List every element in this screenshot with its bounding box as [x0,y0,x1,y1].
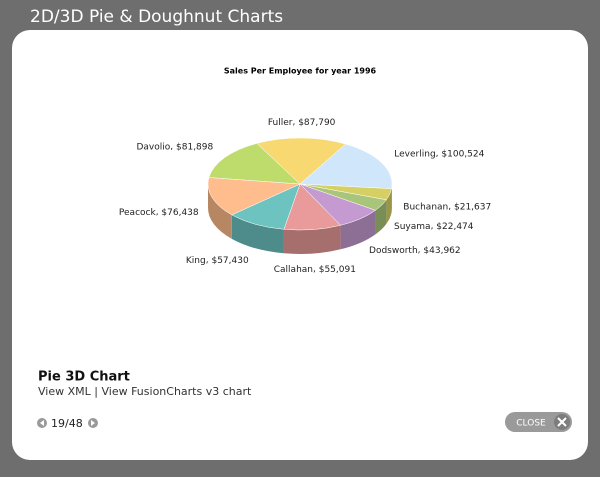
slice-label: Peacock, $76,438 [119,207,199,217]
category-label: Callahan [274,265,313,275]
value-label: $76,438 [161,207,198,217]
value-label: $81,898 [176,142,213,152]
slice-label: Suyama, $22,474 [394,221,474,231]
category-label: Fuller [268,118,293,128]
link-separator: | [94,385,98,398]
slice-label: Buchanan, $21,637 [403,202,491,212]
category-label: Suyama [394,221,431,231]
slice-label: Fuller, $87,790 [268,118,336,128]
close-button[interactable]: CLOSE [505,412,572,432]
category-label: Buchanan [403,202,448,212]
slice-label: Leverling, $100,524 [394,149,484,159]
value-label: $22,474 [436,221,473,231]
value-label: $43,962 [423,246,460,256]
view-v3-link[interactable]: View FusionCharts v3 chart [101,385,252,398]
category-label: Davolio [136,142,170,152]
category-label: Peacock [119,207,157,217]
caption-title: Pie 3D Chart [38,370,130,385]
page-title: 2D/3D Pie & Doughnut Charts [30,7,283,27]
category-label: King [186,255,206,265]
view-xml-link[interactable]: View XML [38,385,92,398]
close-label: CLOSE [516,419,546,429]
prev-button[interactable] [37,418,47,428]
value-label: $87,790 [298,118,335,128]
category-label: Leverling [394,149,435,159]
category-label: Dodsworth [369,246,418,256]
value-label: $55,091 [319,265,356,275]
next-button[interactable] [88,418,98,428]
value-label: $21,637 [454,202,491,212]
caption-links: View XML | View FusionCharts v3 chart [38,385,252,398]
slice-label: King, $57,430 [186,255,249,265]
value-label: $100,524 [441,149,484,159]
slice-label: Callahan, $55,091 [274,265,356,275]
chart-title: Sales Per Employee for year 1996 [224,67,377,76]
counter: 19/48 [51,417,83,430]
slice-label: Davolio, $81,898 [136,142,213,152]
value-label: $57,430 [211,255,248,265]
slice-label: Dodsworth, $43,962 [369,246,461,256]
